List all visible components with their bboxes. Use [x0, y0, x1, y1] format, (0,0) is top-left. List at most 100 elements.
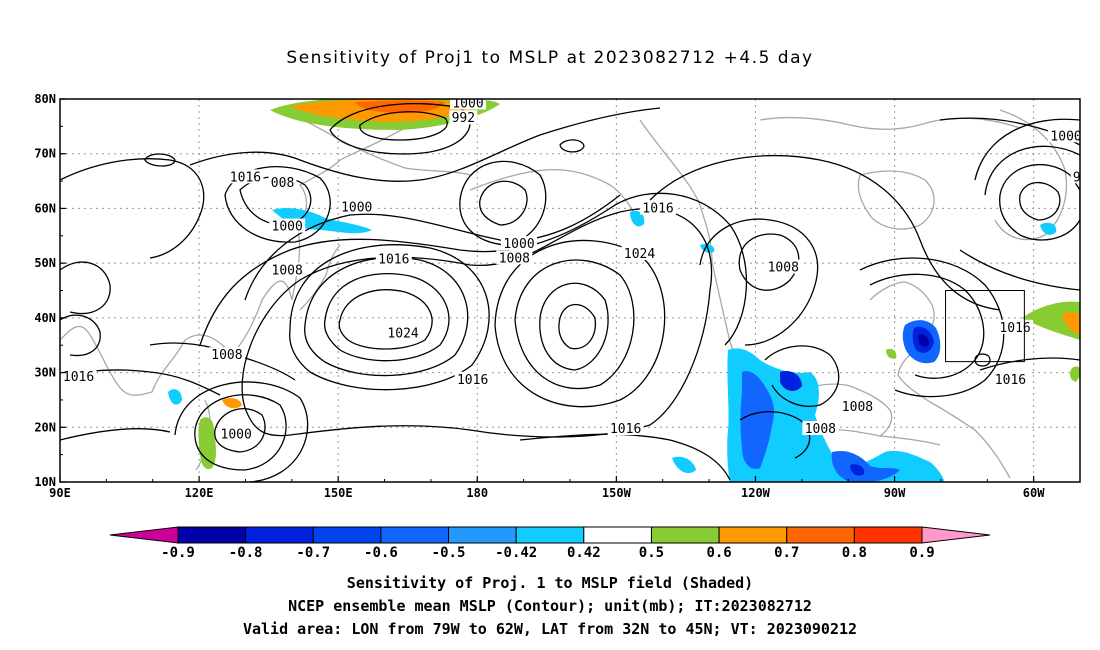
contour-label-bg — [338, 199, 375, 214]
y-tick-label: 70N — [34, 147, 56, 161]
contour-label: 992 — [452, 111, 475, 126]
contour-typhoon-2 — [194, 394, 287, 471]
contour-label-bg — [992, 371, 1029, 386]
contour-label: 1000 — [272, 220, 303, 235]
colorbar-segment — [448, 526, 517, 544]
contour-label-bg — [802, 421, 839, 436]
contour-atlantic-low-2 — [999, 163, 1080, 241]
colorbar-level-label: -0.9 — [161, 545, 195, 561]
coastline-gulf — [799, 383, 893, 437]
shade-negative-gulf-deep — [780, 370, 802, 391]
contour-atlantic-low-4 — [974, 118, 1080, 181]
shade-positive-atlantic-small — [1069, 366, 1080, 382]
colorbar-level-label: 0.7 — [774, 545, 799, 561]
contour-atlantic-low-3 — [984, 145, 1080, 196]
contour-label: 1024 — [624, 247, 655, 262]
x-tick-label: 180 — [466, 486, 488, 500]
colorbar-segment — [515, 526, 585, 544]
mslp-contours — [60, 103, 1080, 482]
colorbar-segment — [853, 526, 923, 544]
contour-high-central-pacific-4 — [289, 244, 490, 391]
x-tick-label: 120E — [185, 486, 214, 500]
shade-negative-pacific-tiny — [630, 210, 645, 227]
contour-high-east-pacific-3 — [514, 259, 635, 390]
contour-label: 1008 — [842, 400, 873, 415]
y-tick-label: 20N — [34, 420, 56, 434]
contour-label-bg — [227, 169, 264, 184]
y-tick-label: 30N — [34, 366, 56, 380]
colorbar-level-label: -0.8 — [229, 545, 263, 561]
contour-na-1016-east — [869, 273, 985, 379]
colorbar-segment — [312, 526, 382, 544]
contour-low-aleutian-1 — [479, 180, 528, 226]
contour-label: 1008 — [211, 348, 242, 363]
contour-1000-north-pacific — [244, 194, 621, 301]
colorbar-level-label: 0.42 — [567, 545, 601, 561]
contour-typhoon-3 — [174, 381, 309, 482]
contour-label-bg — [607, 421, 644, 436]
coastline-japan — [299, 244, 341, 311]
x-axis: 90E 120E 150E 180 150W 120W 90W 60W — [49, 476, 1081, 500]
colorbar-low-end — [109, 526, 179, 544]
contour-high-central-pacific-2 — [323, 273, 450, 362]
colorbar-segment — [786, 526, 855, 544]
contour-na-gulf-1008 — [764, 345, 840, 407]
colorbar-segment — [718, 526, 788, 544]
contour-label-bg — [60, 369, 97, 384]
coastline-greenland — [994, 109, 1068, 241]
caption-shaded: Sensitivity of Proj. 1 to MSLP field (Sh… — [346, 574, 754, 592]
contour-label: 1016 — [230, 170, 261, 185]
contour-na-1008-2 — [699, 218, 819, 346]
contour-east-pacific-1016 — [519, 433, 731, 481]
colorbar-level-label: -0.5 — [432, 545, 466, 561]
contour-low-arctic-1 — [359, 111, 448, 141]
contour-label-bg — [621, 245, 658, 260]
shade-negative-caribbean-deep — [850, 464, 865, 476]
contour-atlantic-1016 — [979, 357, 1080, 371]
contour-high-east-pacific-1 — [558, 303, 597, 350]
contour-na-central — [649, 154, 1001, 311]
y-axis: 80N 70N 60N 50N 40N 30N 20N 10N — [34, 92, 66, 489]
shade-positive-gulf-small — [886, 348, 897, 359]
contour-label-bg — [268, 174, 297, 189]
contour-label-bg — [839, 399, 876, 414]
contour-typhoon-1 — [214, 408, 266, 453]
x-tick-label: 60W — [1023, 486, 1045, 500]
contour-label-bg — [449, 110, 478, 125]
colorbar-segment — [650, 526, 720, 544]
contour-asia-west — [60, 158, 205, 259]
shade-positive-atlantic-core — [1062, 312, 1080, 335]
caption-valid-area: Valid area: LON from 79W to 62W, LAT fro… — [242, 620, 858, 638]
contour-label: 1000 — [1050, 129, 1081, 144]
shade-negative-siberia — [272, 207, 372, 234]
contour-label: 1016 — [378, 252, 409, 267]
x-tick-label: 150E — [324, 486, 353, 500]
coastline-north-america-east — [869, 281, 1011, 479]
contour-low-aleutian-2 — [459, 160, 547, 246]
contour-pacific-small-ring — [559, 139, 585, 153]
colorbar-segment — [583, 526, 652, 544]
shade-negative-gulf-core — [740, 371, 774, 469]
map-title: Sensitivity of Proj1 to MSLP at 20230827… — [286, 48, 814, 68]
contour-small-ring-atlantic — [974, 353, 991, 367]
contour-low-arctic-2 — [329, 103, 471, 155]
colorbar-level-label: -0.7 — [296, 545, 330, 561]
x-tick-label: 90W — [884, 486, 906, 500]
coastline-asia — [60, 104, 481, 396]
contour-label-bg — [385, 325, 422, 340]
contour-label-bg — [218, 426, 255, 441]
contour-label-bg — [1048, 128, 1080, 143]
colorbar-segment — [177, 526, 247, 544]
colorbar-level-label: -0.42 — [495, 545, 537, 561]
contour-label-bg — [496, 250, 533, 265]
colorbar-level-label: 0.9 — [909, 545, 934, 561]
contour-label-bg — [454, 371, 491, 386]
contour-asia-ring-2 — [60, 314, 101, 357]
contour-label-bg — [375, 251, 412, 266]
shade-negative-caribbean — [831, 451, 900, 482]
contour-label-bg — [450, 99, 486, 110]
colorbar: -0.9 -0.8 -0.7 -0.6 -0.5 -0.42 0.42 0.5 0.6 0.7 0.… — [109, 526, 991, 561]
contour-high-east-pacific-4 — [494, 239, 666, 408]
